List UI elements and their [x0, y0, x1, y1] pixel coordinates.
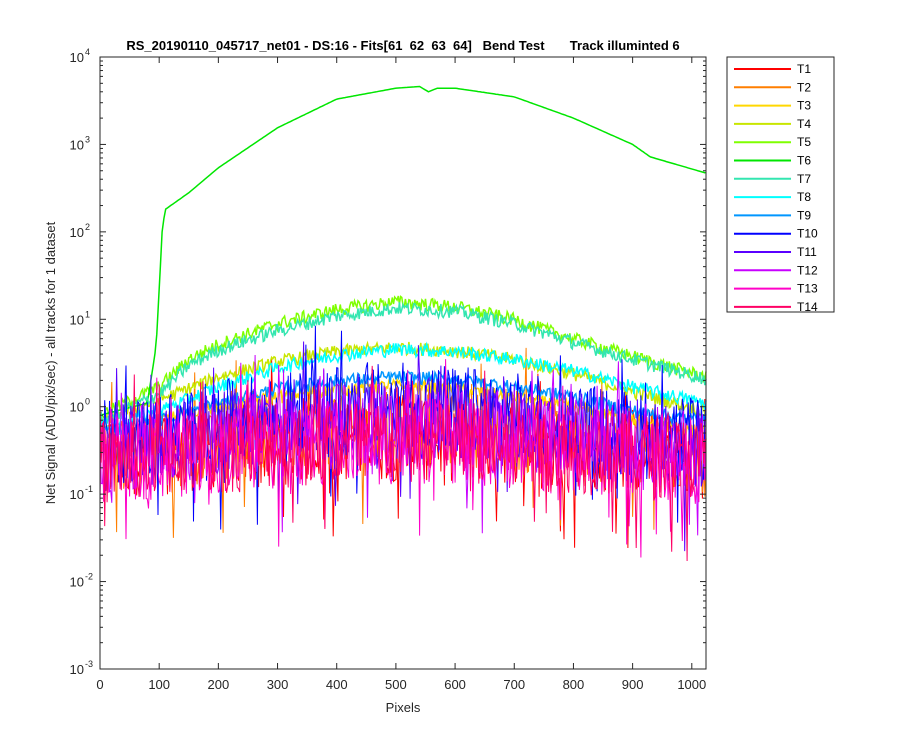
- y-tick-label: 10: [70, 487, 84, 502]
- legend-label-t2: T2: [797, 80, 811, 94]
- y-tick-label: 10: [70, 225, 84, 240]
- y-tick-exponent: 3: [85, 134, 90, 144]
- legend-label-t7: T7: [797, 172, 811, 186]
- series-line-t6: [99, 85, 706, 416]
- y-tick-exponent: 1: [85, 309, 90, 319]
- y-tick-label: 10: [70, 137, 84, 152]
- legend-label-t1: T1: [797, 62, 811, 76]
- x-tick-label: 800: [563, 677, 585, 692]
- legend-label-t6: T6: [797, 154, 811, 168]
- series-line-t14: [99, 365, 707, 562]
- x-tick-label: 300: [267, 677, 289, 692]
- legend-box: [726, 56, 835, 313]
- y-tick-exponent: 4: [85, 47, 90, 57]
- x-axis-label: Pixels: [386, 700, 421, 715]
- y-axis-label: Net Signal (ADU/pix/sec) - all tracks fo…: [43, 221, 58, 504]
- y-tick-exponent: 0: [85, 397, 90, 407]
- legend-label-t10: T10: [797, 227, 818, 241]
- y-tick-exponent: -2: [85, 572, 93, 582]
- series-line-t7: [99, 301, 707, 425]
- legend-label-t5: T5: [797, 135, 811, 149]
- x-tick-label: 0: [96, 677, 103, 692]
- legend-label-t9: T9: [797, 208, 811, 222]
- series-layer: [99, 85, 707, 562]
- series-line-t12: [99, 354, 707, 536]
- y-tick-label: 10: [70, 662, 84, 677]
- y-tick-label: 10: [70, 50, 84, 65]
- legend-label-t12: T12: [797, 263, 818, 277]
- legend-label-t14: T14: [797, 300, 818, 314]
- y-tick-exponent: -1: [85, 484, 93, 494]
- legend: T1 T2 T3 T4 T5 T6 T7 T8 T9 T10 T11 T12 T13 T14: [726, 56, 835, 314]
- legend-label-t8: T8: [797, 190, 811, 204]
- x-tick-label: 600: [444, 677, 466, 692]
- legend-label-t13: T13: [797, 282, 818, 296]
- chart-title: RS_20190110_045717_net01 - DS:16 - Fits[…: [126, 38, 679, 53]
- x-tick-label: 900: [622, 677, 644, 692]
- y-tick-label: 10: [70, 312, 84, 327]
- axes-box: [99, 56, 707, 670]
- y-tick-label: 10: [70, 400, 84, 415]
- series-line-t13: [99, 359, 707, 558]
- x-tick-label: 200: [208, 677, 230, 692]
- ticks-layer: 0 100 200 300 400 500 600 700 800 900 100010-310-2…: [70, 47, 707, 692]
- x-tick-label: 100: [148, 677, 170, 692]
- legend-items: T1 T2 T3 T4 T5 T6 T7 T8 T9 T10 T11 T12 T13 T14: [734, 62, 818, 314]
- y-tick-label: 10: [70, 575, 84, 590]
- y-tick-exponent: -3: [85, 659, 93, 669]
- x-tick-label: 700: [503, 677, 525, 692]
- x-tick-label: 1000: [677, 677, 706, 692]
- x-tick-label: 400: [326, 677, 348, 692]
- x-tick-label: 500: [385, 677, 407, 692]
- y-tick-exponent: 2: [85, 222, 90, 232]
- legend-label-t3: T3: [797, 99, 811, 113]
- legend-label-t11: T11: [797, 245, 817, 259]
- legend-label-t4: T4: [797, 117, 811, 131]
